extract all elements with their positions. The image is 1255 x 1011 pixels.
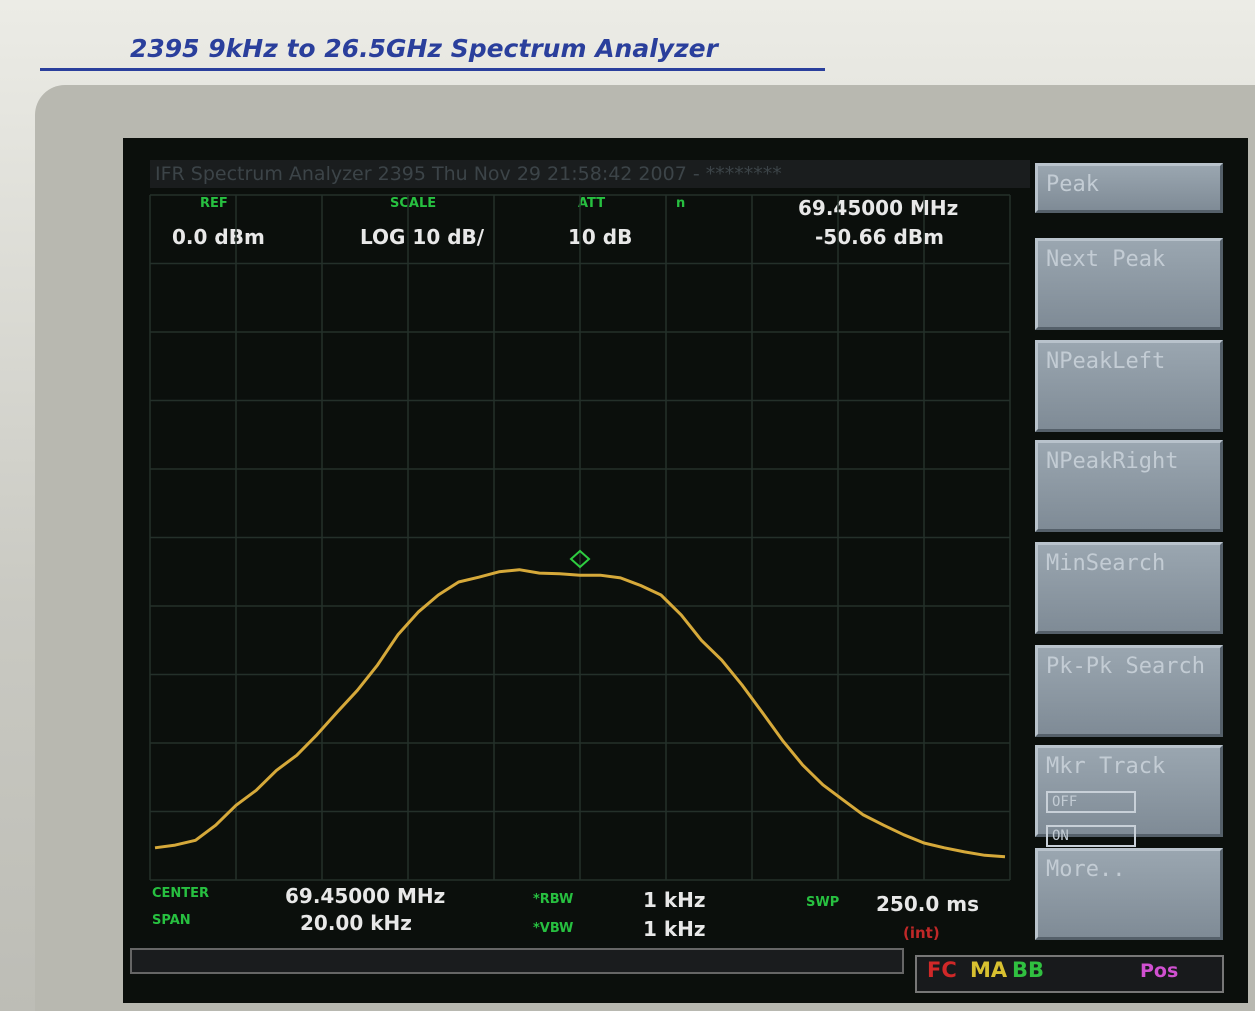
- marker-level: -50.66 dBm: [815, 225, 944, 249]
- scale-label: SCALE: [390, 196, 437, 211]
- softkey[interactable]: Next Peak: [1035, 238, 1223, 330]
- status-ma: MA: [970, 958, 1008, 982]
- span-value: 20.00 kHz: [300, 911, 412, 935]
- rbw-value: 1 kHz: [643, 888, 706, 912]
- softkey-label: More..: [1046, 857, 1126, 882]
- softkey-option[interactable]: ON: [1046, 825, 1136, 847]
- marker-symbol: n: [676, 196, 686, 211]
- softkey-label: Mkr Track: [1046, 754, 1166, 779]
- center-label: CENTER: [152, 886, 210, 901]
- brand-title: 2395 9kHz to 26.5GHz Spectrum Analyzer: [130, 34, 718, 63]
- softkey-label: NPeakRight: [1046, 449, 1179, 474]
- softkey-label: Peak: [1046, 172, 1099, 197]
- spectrum-trace: [154, 568, 1006, 859]
- rbw-label: *RBW: [533, 892, 574, 907]
- att-label: ATT: [578, 196, 606, 211]
- status-pos: Pos: [1140, 960, 1179, 982]
- ref-label: REF: [200, 196, 228, 211]
- span-label: SPAN: [152, 913, 191, 928]
- status-bar: [915, 955, 1224, 993]
- center-value: 69.45000 MHz: [285, 884, 446, 908]
- command-line: [130, 948, 904, 974]
- softkey-option[interactable]: OFF: [1046, 791, 1136, 813]
- status-fc: FC: [927, 958, 957, 982]
- softkey[interactable]: Mkr Track OFF ON: [1035, 745, 1223, 847]
- brand-underline: [40, 68, 825, 71]
- marker-diamond: [569, 549, 591, 569]
- softkey-label: Next Peak: [1046, 247, 1166, 272]
- softkey[interactable]: Pk-Pk Search: [1035, 645, 1223, 737]
- softkey-label: NPeakLeft: [1046, 349, 1166, 374]
- softkey[interactable]: NPeakLeft: [1035, 340, 1223, 432]
- softkey[interactable]: More..: [1035, 848, 1223, 940]
- status-bb: BB: [1012, 958, 1045, 982]
- vbw-value: 1 kHz: [643, 917, 706, 941]
- ref-value: 0.0 dBm: [172, 225, 265, 249]
- att-value: 10 dB: [568, 225, 633, 249]
- softkey[interactable]: NPeakRight: [1035, 440, 1223, 532]
- title-bar: IFR Spectrum Analyzer 2395 Thu Nov 29 21…: [150, 160, 1030, 188]
- softkey-label: Pk-Pk Search: [1046, 654, 1205, 679]
- softkey[interactable]: MinSearch: [1035, 542, 1223, 634]
- vbw-label: *VBW: [533, 921, 574, 936]
- scale-value: LOG 10 dB/: [360, 225, 485, 249]
- swp-value: 250.0 ms: [876, 892, 979, 916]
- swp-label: SWP: [806, 895, 840, 910]
- marker-frequency: 69.45000 MHz: [798, 196, 959, 220]
- swp-mode: (int): [903, 924, 940, 942]
- softkey-label: MinSearch: [1046, 551, 1166, 576]
- softkey[interactable]: Peak: [1035, 163, 1223, 213]
